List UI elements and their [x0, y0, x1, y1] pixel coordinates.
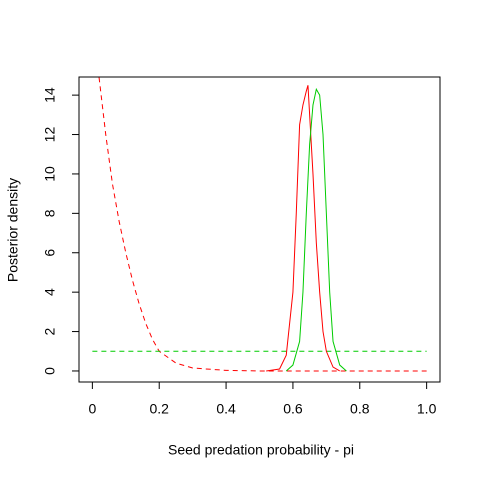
series-line [285, 87, 347, 372]
x-tick-label: 0.2 [149, 401, 169, 417]
y-tick-label: 2 [42, 327, 58, 335]
y-tick-label: 6 [42, 249, 58, 257]
y-axis-label: Posterior density [5, 178, 21, 282]
x-tick-label: 0.8 [350, 401, 370, 417]
y-tick-label: 12 [42, 127, 58, 143]
x-axis-label: Seed predation probability - pi [168, 442, 354, 458]
series-line [98, 77, 427, 372]
x-tick-label: 0.4 [216, 401, 236, 417]
y-tick-label: 4 [42, 288, 58, 296]
x-tick-label: 0.6 [283, 401, 303, 417]
y-tick-label: 10 [42, 166, 58, 182]
series-line [266, 85, 340, 372]
x-tick-label: 0 [88, 401, 96, 417]
y-tick-label: 14 [42, 87, 58, 103]
plot-box [78, 76, 441, 383]
x-tick-label: 1.0 [417, 401, 437, 417]
y-tick-label: 8 [42, 209, 58, 217]
y-tick-label: 0 [42, 367, 58, 375]
plot-area [92, 77, 427, 372]
